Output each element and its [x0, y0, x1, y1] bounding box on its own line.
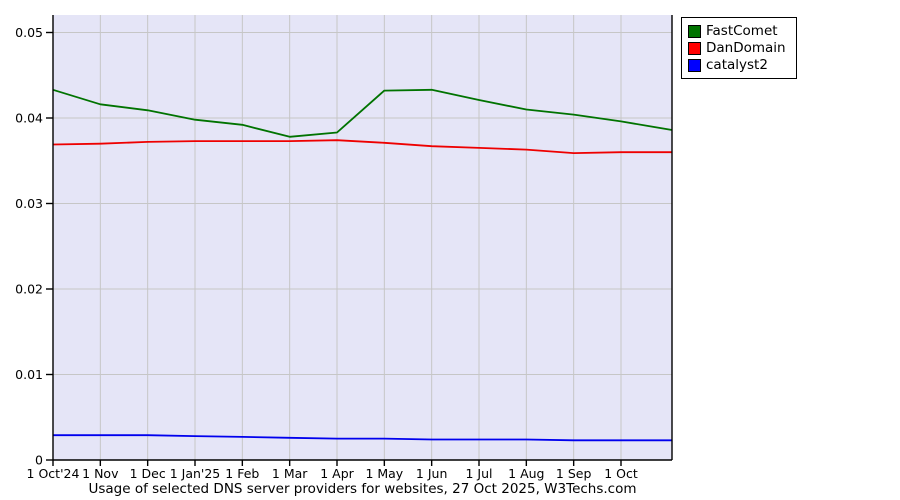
- y-tick-label: 0.01: [15, 367, 43, 382]
- legend-item: FastComet: [688, 23, 786, 39]
- legend-label: DanDomain: [706, 40, 786, 56]
- y-tick-label: 0.04: [15, 111, 43, 126]
- legend-item: catalyst2: [688, 57, 786, 73]
- x-tick-label: 1 Aug: [508, 466, 544, 481]
- x-tick-label: 1 Sep: [556, 466, 592, 481]
- x-tick-label: 1 Dec: [130, 466, 166, 481]
- series-line-fastcomet: [52, 88, 673, 138]
- plot-area: [53, 15, 672, 460]
- legend-label: FastComet: [706, 23, 778, 39]
- catalyst2-swatch-icon: [688, 58, 701, 72]
- series-line-dandomain: [52, 139, 672, 155]
- x-tick-label: 1 May: [365, 466, 403, 481]
- dandomain-swatch-icon: [688, 41, 701, 55]
- x-tick-label: 1 Jul: [465, 466, 492, 481]
- x-tick-label: 1 Jan'25: [170, 466, 221, 481]
- legend-item: DanDomain: [688, 40, 786, 56]
- x-tick-label: 1 Jun: [416, 466, 447, 481]
- chart-title: Usage of selected DNS server providers f…: [88, 481, 637, 497]
- x-tick-label: 1 Oct'24: [27, 466, 80, 481]
- y-tick-label: 0.05: [15, 25, 43, 40]
- fastcomet-swatch-icon: [688, 24, 701, 38]
- y-tick-label: 0: [35, 453, 43, 468]
- x-tick-label: 1 Apr: [320, 466, 354, 481]
- legend: FastComet DanDomain catalyst2: [681, 17, 797, 79]
- x-tick-label: 1 Feb: [225, 466, 259, 481]
- y-tick-label: 0.03: [15, 196, 43, 211]
- x-tick-label: 1 Nov: [82, 466, 119, 481]
- x-tick-label: 1 Oct: [604, 466, 638, 481]
- series-line-catalyst2: [53, 434, 672, 442]
- legend-label: catalyst2: [706, 57, 768, 73]
- x-tick-label: 1 Mar: [272, 466, 308, 481]
- y-tick-label: 0.02: [15, 282, 43, 297]
